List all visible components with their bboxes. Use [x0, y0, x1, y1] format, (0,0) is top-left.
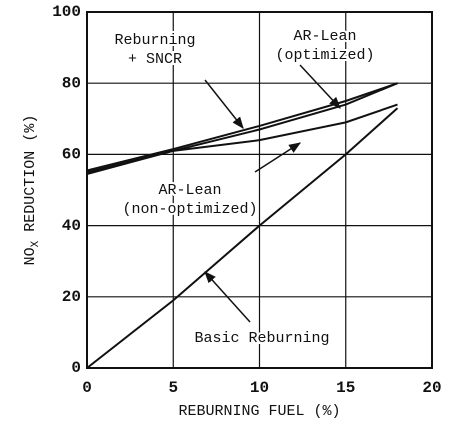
x-tick-label: 15: [336, 379, 355, 397]
line-series: [86, 82, 398, 172]
y-axis-label-main: NO: [22, 247, 39, 265]
annotation-arrow: [299, 64, 341, 109]
y-tick-label: 40: [62, 217, 81, 235]
annotation-arrow: [254, 142, 302, 173]
x-tick-label: 5: [168, 379, 178, 397]
annotation-text: Basic Reburning: [194, 330, 329, 347]
line-series: [86, 107, 399, 369]
y-tick-label: 100: [52, 3, 81, 21]
y-axis-label-sub: X: [30, 240, 42, 247]
x-tick-label: 20: [422, 379, 441, 397]
y-axis-label-rest: REDUCTION (%): [22, 115, 39, 241]
y-tick-label: 20: [62, 288, 81, 306]
annotation-text: AR-Lean: [158, 182, 221, 199]
plot-frame: [86, 11, 433, 369]
annotation-text: AR-Lean: [293, 28, 356, 45]
y-tick-label: 60: [62, 146, 81, 164]
annotation-arrow: [204, 271, 251, 323]
x-axis-label: REBURNING FUEL (%): [178, 403, 340, 420]
y-axis-label: NOX REDUCTION (%): [22, 115, 42, 266]
y-tick-label: 0: [71, 359, 81, 377]
annotation-text: (optimized): [275, 47, 374, 64]
annotation-text: (non-optimized): [122, 201, 257, 218]
x-tick-label: 10: [250, 379, 269, 397]
x-tick-label: 0: [82, 379, 92, 397]
line-series: [86, 103, 398, 174]
annotation-text: Reburning: [114, 32, 195, 49]
annotation-text: + SNCR: [128, 51, 182, 68]
annotation-arrow: [204, 79, 244, 129]
y-tick-label: 80: [62, 74, 81, 92]
